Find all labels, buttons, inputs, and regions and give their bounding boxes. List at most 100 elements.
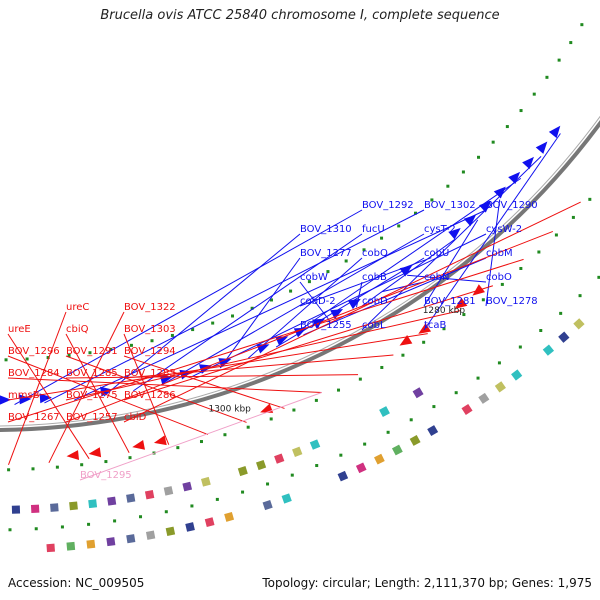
forward-gene-label: BOV_1281 [424, 296, 476, 307]
gene-band-segment [256, 459, 267, 471]
tick-dot [80, 463, 84, 467]
tick-dot [164, 510, 168, 514]
forward-gene-label: cobM [486, 248, 513, 259]
leader-line [7, 333, 90, 460]
reverse-gene-label: BOV_1286 [124, 390, 176, 401]
leader-line [8, 311, 67, 465]
gene-band-segment [478, 392, 490, 404]
forward-cds-arrow [548, 125, 561, 139]
tick-dot [113, 519, 117, 523]
tick-dot [25, 357, 29, 361]
leader-line [485, 199, 501, 307]
tick-dot [31, 467, 35, 471]
gene-band-segment [200, 476, 211, 487]
reverse-gene-label: BOV_1283 [124, 368, 176, 379]
tick-dot [215, 497, 219, 501]
gene-band-segment [494, 381, 506, 393]
tick-dot [380, 365, 384, 369]
forward-cds-arrow [522, 156, 534, 170]
gene-band-tracks [11, 318, 585, 553]
gene-band-segment [573, 318, 585, 330]
tick-dot [60, 525, 64, 529]
reverse-gene-label: BOV_1257 [66, 412, 118, 423]
tick-dot [190, 504, 194, 508]
tick-dot [409, 418, 413, 422]
gene-band-segment [379, 406, 390, 417]
leader-line [65, 355, 247, 423]
tick-dot [87, 522, 91, 526]
leader-line [123, 201, 581, 423]
gene-band-segment [262, 499, 273, 511]
forward-gene-label: BOV_1278 [486, 296, 538, 307]
forward-cds-arrow [463, 214, 477, 227]
forward-gene-label: cysT-2 [424, 224, 456, 235]
forward-gene-label: BOV_1310 [300, 224, 352, 235]
leader-line [65, 374, 359, 379]
genome-summary-text: Topology: circular; Length: 2,111,370 bp… [262, 576, 592, 590]
gene-band-segment [86, 539, 96, 549]
leader-line [123, 333, 170, 445]
tick-dot [315, 464, 319, 468]
tick-dot [477, 155, 481, 159]
kbp-tick-label: 1280 kbp [423, 306, 466, 316]
tick-dot [223, 433, 227, 437]
tick-dot [580, 23, 584, 27]
gene-band-segment [542, 344, 555, 356]
reverse-gene-label: ureE [8, 324, 31, 335]
forward-gene-label: BOV_1292 [362, 200, 414, 211]
forward-gene-label: BOV_1277 [300, 248, 352, 259]
map-title: Brucella ovis ATCC 25840 chromosome I, c… [100, 8, 500, 23]
reverse-cds-arrow [88, 447, 102, 458]
gene-band-segment [461, 403, 473, 416]
reverse-gene-label: cbiQ [66, 324, 89, 335]
gene-band-segment [185, 522, 195, 532]
leader-line [133, 233, 363, 392]
forward-cds-arrow [39, 393, 52, 404]
leader-line [423, 133, 561, 331]
gene-band-segment [126, 493, 136, 503]
tick-dot [578, 294, 582, 298]
label-leader-lines [7, 133, 581, 481]
tick-dot [539, 329, 543, 333]
tick-dot [481, 298, 485, 302]
reverse-cds-arrow [66, 450, 80, 461]
tick-dot [129, 343, 133, 347]
tick-dot [446, 184, 450, 188]
tick-dot [500, 282, 504, 286]
gene-band-segment [355, 462, 367, 474]
reverse-cds-arrow [399, 335, 413, 346]
reverse-gene-label: BOV_1285 [66, 368, 118, 379]
tick-dot [269, 298, 273, 302]
tick-dot [241, 490, 245, 494]
tick-dot [386, 430, 390, 434]
reverse-cds-arrow [454, 297, 468, 309]
tick-dot [150, 339, 154, 343]
forward-gene-label: cobU [424, 248, 449, 259]
leader-line [248, 257, 363, 359]
tick-dot [231, 314, 235, 318]
forward-gene-label: cobN [424, 272, 449, 283]
leader-line [303, 257, 487, 336]
tick-dot [269, 417, 273, 421]
tick-dot [104, 460, 108, 464]
tick-dot [139, 515, 143, 519]
gene-band-segment [292, 446, 303, 457]
tick-dot [211, 321, 215, 325]
leader-line [299, 281, 331, 322]
gene-band-segment [511, 369, 523, 381]
gene-band-segment [374, 453, 385, 465]
leader-line [355, 281, 363, 308]
forward-cds-arrow [100, 386, 113, 397]
tick-dot [557, 58, 561, 62]
gene-band-segment [50, 503, 59, 512]
tick-dot [519, 266, 523, 270]
tick-dot [250, 306, 254, 310]
tick-dot [128, 456, 132, 460]
tick-dot [290, 473, 294, 477]
leader-line [7, 355, 209, 436]
tick-dot [545, 75, 549, 79]
forward-gene-label: tcaB [424, 320, 447, 331]
leader-line [74, 209, 487, 401]
gene-band-segment [558, 331, 570, 343]
tick-dot [462, 313, 466, 317]
